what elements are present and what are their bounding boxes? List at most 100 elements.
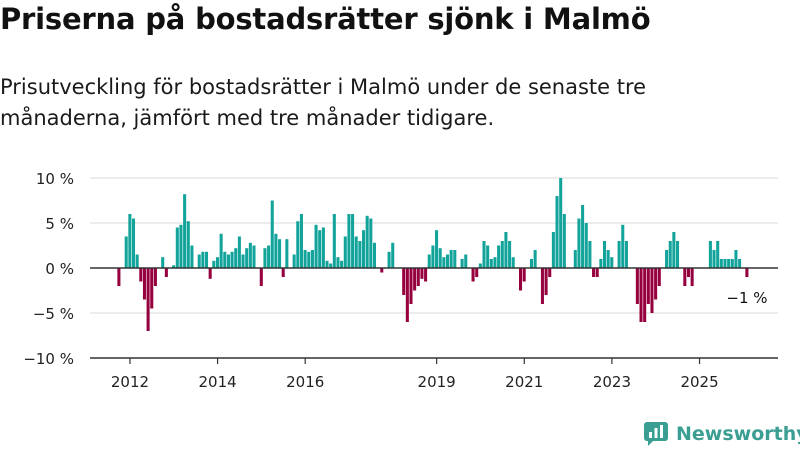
bar [296, 221, 300, 268]
bar [223, 251, 227, 268]
bar [124, 236, 128, 268]
bar [139, 268, 143, 282]
brand-logo: Newsworthy [644, 420, 800, 448]
bar [453, 250, 457, 268]
bar [493, 257, 497, 268]
bar [438, 248, 442, 268]
bar [292, 254, 296, 268]
bar [226, 254, 230, 268]
x-tick-label: 2025 [680, 373, 718, 391]
bar [486, 245, 490, 268]
y-tick-label: 0 % [45, 260, 74, 278]
bar [252, 245, 256, 268]
bar [303, 250, 307, 268]
bar [369, 218, 373, 268]
bar [299, 214, 303, 268]
bar [475, 268, 479, 277]
bar [504, 232, 508, 268]
bar [402, 268, 406, 295]
bar [241, 254, 245, 268]
bar [230, 251, 234, 268]
chart-subtitle: Prisutveckling för bostadsrätter i Malmö… [0, 75, 647, 130]
bar [460, 259, 464, 268]
bar [362, 230, 366, 268]
bar [248, 242, 252, 268]
bar [161, 257, 165, 268]
bar [708, 241, 712, 268]
bar [617, 241, 621, 268]
bar [190, 245, 194, 268]
bar [420, 268, 424, 279]
bar [592, 268, 596, 277]
bar [624, 241, 628, 268]
bar [172, 265, 176, 268]
bar [332, 214, 336, 268]
bar [424, 268, 428, 282]
bar [471, 268, 475, 282]
bar [325, 260, 329, 268]
bar [482, 241, 486, 268]
bar [201, 251, 205, 268]
bar [581, 205, 585, 268]
bar [307, 251, 311, 268]
bar [555, 196, 559, 268]
bar [621, 224, 625, 268]
bar [146, 268, 150, 331]
newsworthy-logo-icon [644, 422, 668, 446]
bar [351, 214, 355, 268]
y-tick-label: −5 % [33, 305, 74, 323]
bar [562, 214, 566, 268]
bar [665, 250, 669, 268]
bar [212, 260, 216, 268]
bar [672, 232, 676, 268]
x-tick-label: 2012 [111, 373, 149, 391]
bar [508, 241, 512, 268]
bar [219, 233, 223, 268]
bar [551, 232, 555, 268]
bar [716, 241, 720, 268]
bar [489, 259, 493, 268]
x-tick-label: 2016 [286, 373, 324, 391]
bar [416, 268, 420, 286]
bar [318, 230, 322, 268]
bar [529, 259, 534, 268]
bar [310, 250, 314, 268]
bar [186, 221, 190, 268]
bar [686, 268, 691, 277]
x-tick-label: 2023 [593, 373, 631, 391]
bar [683, 268, 687, 286]
bar [197, 254, 201, 268]
bar [738, 259, 742, 268]
bar [431, 245, 435, 268]
bar [340, 260, 344, 268]
bar [639, 268, 643, 322]
bar [329, 263, 333, 268]
bar [150, 268, 154, 309]
bar [595, 268, 599, 277]
x-tick-label: 2019 [418, 373, 456, 391]
bar [153, 268, 157, 286]
bar [183, 194, 187, 268]
bar [559, 178, 563, 268]
bar [131, 218, 136, 268]
bar [610, 257, 614, 268]
bar [464, 254, 468, 268]
bar [237, 236, 241, 268]
bar [635, 268, 639, 304]
bar [405, 268, 409, 322]
bar [548, 268, 552, 277]
bar [540, 268, 544, 304]
last-value-label: −1 % [726, 289, 767, 307]
bar [745, 268, 749, 277]
bar [135, 254, 139, 268]
bar [164, 268, 168, 277]
bar [245, 248, 249, 268]
bar [654, 268, 658, 300]
bar [343, 236, 347, 268]
bar [314, 224, 318, 268]
bar [128, 214, 132, 268]
bar [730, 259, 734, 268]
bar [175, 227, 179, 268]
bar [270, 200, 274, 268]
bar [511, 257, 515, 268]
